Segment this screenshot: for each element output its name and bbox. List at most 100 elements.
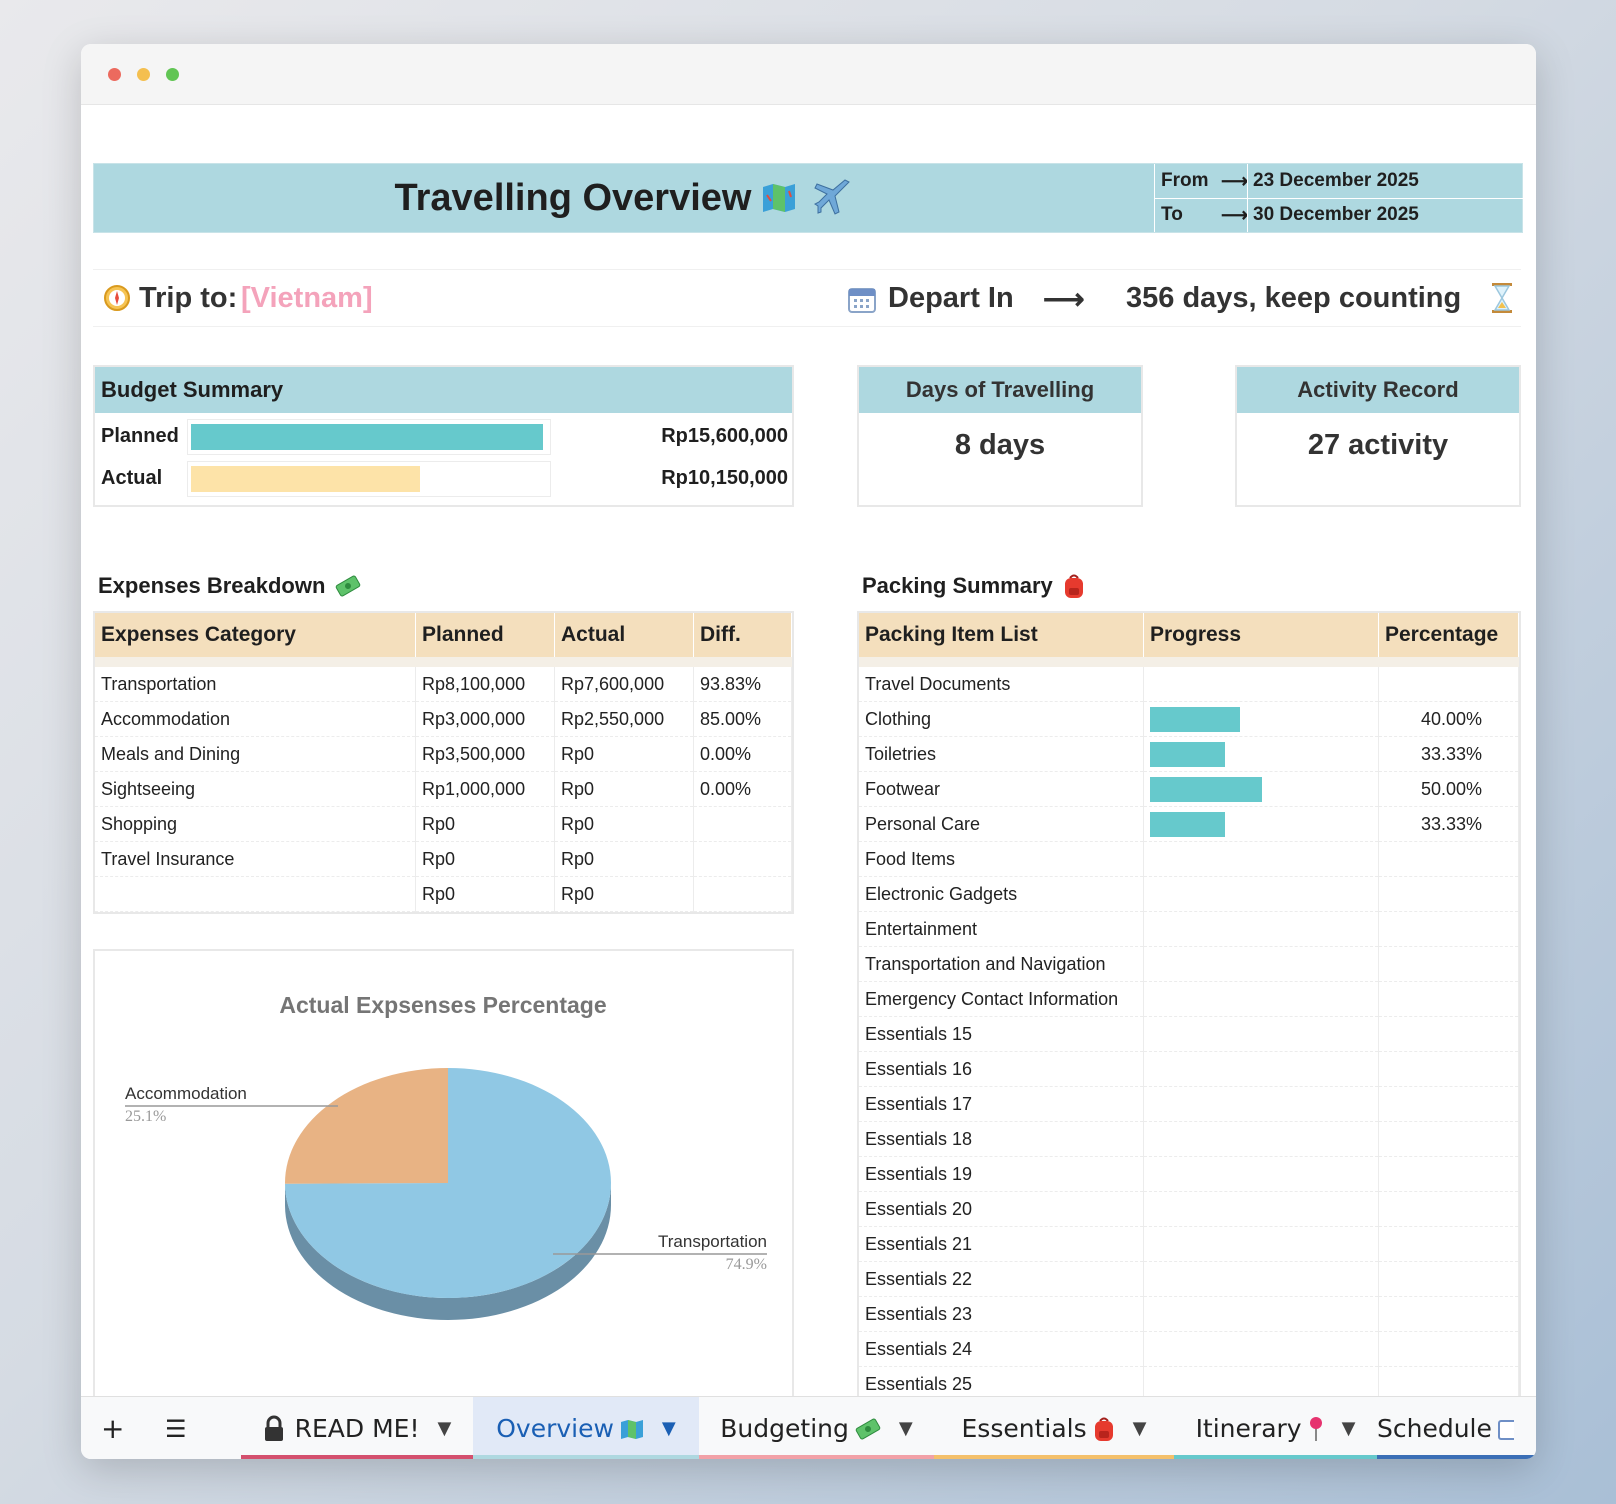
planned-cell[interactable]: Rp0	[415, 806, 555, 842]
packing-item-cell[interactable]: Toiletries	[859, 736, 1144, 772]
minimize-window-button[interactable]	[137, 68, 150, 81]
column-header[interactable]: Expenses Category	[95, 613, 416, 657]
diff-cell[interactable]	[693, 876, 792, 912]
packing-item-cell[interactable]: Transportation and Navigation	[859, 946, 1144, 982]
compass-icon	[104, 285, 130, 311]
tab-label: Budgeting	[720, 1414, 849, 1443]
packing-item-cell[interactable]: Electronic Gadgets	[859, 876, 1144, 912]
column-header[interactable]: Percentage	[1378, 613, 1519, 657]
expense-category-cell[interactable]: Travel Insurance	[95, 841, 416, 877]
packing-item-cell[interactable]: Essentials 16	[859, 1051, 1144, 1087]
table-row: Electronic Gadgets	[859, 876, 1519, 912]
planned-cell[interactable]: Rp8,100,000	[415, 667, 555, 702]
trip-label: Trip to:	[139, 282, 238, 314]
progress-cell	[1143, 946, 1379, 982]
diff-cell[interactable]: 0.00%	[693, 736, 792, 772]
close-window-button[interactable]	[108, 68, 121, 81]
actual-cell[interactable]: Rp0	[554, 876, 694, 912]
packing-item-cell[interactable]: Essentials 20	[859, 1191, 1144, 1227]
packing-item-cell[interactable]: Essentials 21	[859, 1226, 1144, 1262]
chevron-down-icon[interactable]: ▼	[1132, 1418, 1147, 1439]
packing-item-cell[interactable]: Footwear	[859, 771, 1144, 807]
budget-summary-panel: Budget Summary Planned Rp15,600,000 Actual…	[93, 365, 794, 507]
budget-row-label: Actual	[101, 467, 163, 489]
pie-slice-side	[285, 1183, 611, 1321]
planned-cell[interactable]: Rp3,500,000	[415, 736, 555, 772]
packing-item-cell[interactable]: Essentials 19	[859, 1156, 1144, 1192]
to-date[interactable]: 30 December 2025	[1253, 204, 1419, 225]
diff-cell[interactable]	[693, 806, 792, 842]
depart-label: Depart In	[888, 282, 1014, 314]
actual-cell[interactable]: Rp0	[554, 806, 694, 842]
maximize-window-button[interactable]	[166, 68, 179, 81]
tab-overview[interactable]: Overview ▼	[473, 1397, 699, 1459]
diff-cell[interactable]	[693, 841, 792, 877]
expense-category-cell[interactable]: Shopping	[95, 806, 416, 842]
table-row: Essentials 18	[859, 1121, 1519, 1157]
expense-category-cell[interactable]	[95, 876, 416, 912]
trip-destination[interactable]: [Vietnam]	[241, 282, 373, 314]
tab-budgeting[interactable]: Budgeting ▼	[699, 1397, 934, 1459]
diff-cell[interactable]: 0.00%	[693, 771, 792, 807]
progress-cell	[1143, 981, 1379, 1017]
packing-item-cell[interactable]: Entertainment	[859, 911, 1144, 947]
progress-cell	[1143, 736, 1379, 772]
packing-item-cell[interactable]: Travel Documents	[859, 667, 1144, 702]
packing-item-cell[interactable]: Essentials 15	[859, 1016, 1144, 1052]
table-row: Emergency Contact Information	[859, 981, 1519, 1017]
packing-item-cell[interactable]: Essentials 24	[859, 1331, 1144, 1367]
tab-label: READ ME!	[294, 1414, 420, 1443]
tab-read-me[interactable]: READ ME! ▼	[241, 1397, 473, 1459]
tab-itinerary[interactable]: Itinerary ▼	[1174, 1397, 1377, 1459]
add-sheet-button[interactable]: +	[101, 1412, 125, 1445]
date-range: From ⟶ 23 December 2025 To ⟶ 30 December…	[1154, 164, 1523, 232]
budget-bar-fill	[191, 424, 543, 450]
packing-item-cell[interactable]: Essentials 17	[859, 1086, 1144, 1122]
column-header[interactable]: Actual	[554, 613, 694, 657]
pie-slice-percent: 74.9%	[726, 1256, 767, 1273]
planned-cell[interactable]: Rp1,000,000	[415, 771, 555, 807]
chevron-down-icon[interactable]: ▼	[661, 1418, 676, 1439]
planned-cell[interactable]: Rp0	[415, 841, 555, 877]
actual-cell[interactable]: Rp0	[554, 841, 694, 877]
packing-item-cell[interactable]: Essentials 23	[859, 1296, 1144, 1332]
actual-cell[interactable]: Rp2,550,000	[554, 701, 694, 737]
column-header[interactable]: Packing Item List	[859, 613, 1144, 657]
expense-category-cell[interactable]: Accommodation	[95, 701, 416, 737]
diff-cell[interactable]: 85.00%	[693, 701, 792, 737]
table-row: Personal Care 33.33%	[859, 806, 1519, 842]
planned-cell[interactable]: Rp0	[415, 876, 555, 912]
chevron-down-icon[interactable]: ▼	[898, 1418, 913, 1439]
pie-slice-transportation[interactable]	[285, 1068, 611, 1298]
tab-schedule[interactable]: Schedule	[1377, 1397, 1536, 1459]
table-row: Essentials 24	[859, 1331, 1519, 1367]
chevron-down-icon[interactable]: ▼	[1341, 1418, 1356, 1439]
progress-cell	[1143, 1296, 1379, 1332]
expense-category-cell[interactable]: Sightseeing	[95, 771, 416, 807]
page-title-text: Travelling Overview	[394, 176, 752, 219]
packing-item-cell[interactable]: Food Items	[859, 841, 1144, 877]
packing-item-cell[interactable]: Essentials 18	[859, 1121, 1144, 1157]
from-date[interactable]: 23 December 2025	[1253, 170, 1419, 191]
column-header[interactable]: Progress	[1143, 613, 1379, 657]
planned-cell[interactable]: Rp3,000,000	[415, 701, 555, 737]
column-header[interactable]: Diff.	[693, 613, 792, 657]
actual-cell[interactable]: Rp0	[554, 736, 694, 772]
expense-category-cell[interactable]: Meals and Dining	[95, 736, 416, 772]
table-row: Toiletries 33.33%	[859, 736, 1519, 772]
actual-cell[interactable]: Rp7,600,000	[554, 667, 694, 702]
all-sheets-menu-button[interactable]: ☰	[165, 1414, 187, 1443]
pie-slice-accommodation[interactable]	[285, 1068, 448, 1184]
budget-bar-fill	[191, 466, 420, 492]
packing-item-cell[interactable]: Personal Care	[859, 806, 1144, 842]
packing-item-cell[interactable]: Essentials 22	[859, 1261, 1144, 1297]
diff-cell[interactable]: 93.83%	[693, 667, 792, 702]
actual-cell[interactable]: Rp0	[554, 771, 694, 807]
percentage-cell: 33.33%	[1378, 806, 1519, 842]
chevron-down-icon[interactable]: ▼	[437, 1418, 452, 1439]
expense-category-cell[interactable]: Transportation	[95, 667, 416, 702]
column-header[interactable]: Planned	[415, 613, 555, 657]
tab-essentials[interactable]: Essentials ▼	[934, 1397, 1174, 1459]
packing-item-cell[interactable]: Clothing	[859, 701, 1144, 737]
packing-item-cell[interactable]: Emergency Contact Information	[859, 981, 1144, 1017]
